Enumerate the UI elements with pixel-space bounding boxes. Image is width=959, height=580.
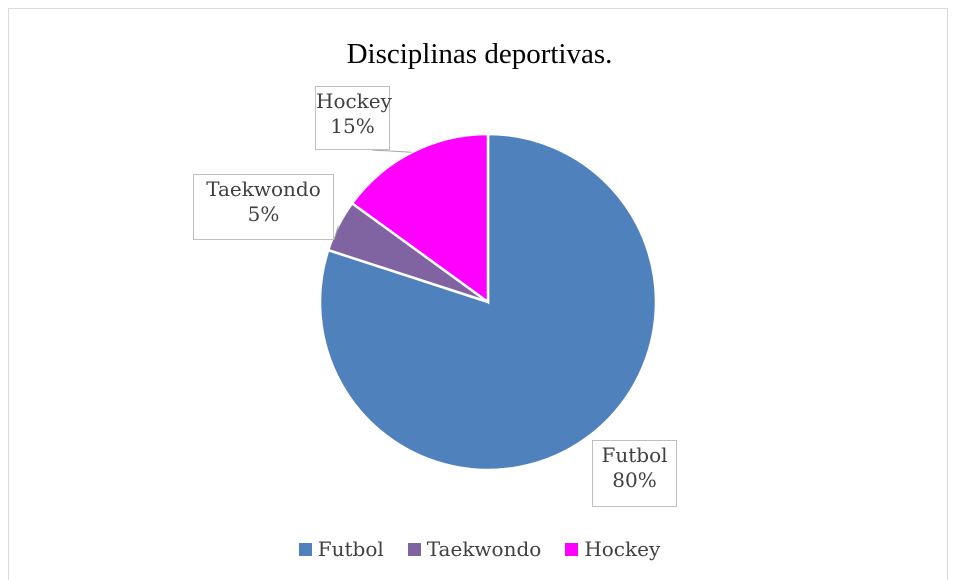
leader-line-hockey xyxy=(371,149,412,153)
legend-label-hockey: Hockey xyxy=(584,537,661,561)
data-label-hockey-value: 15% xyxy=(330,114,375,138)
legend-item-hockey[interactable]: Hockey xyxy=(565,537,660,561)
legend-label-taekwondo: Taekwondo xyxy=(426,537,542,561)
legend-swatch-hockey xyxy=(565,542,579,556)
pie-slice-hockey[interactable] xyxy=(350,132,490,305)
legend-item-futbol[interactable]: Futbol xyxy=(298,537,384,561)
legend-swatch-taekwondo xyxy=(407,542,421,556)
chart-title: Disciplinas deportivas. xyxy=(346,38,613,70)
pie-slice-futbol[interactable] xyxy=(318,132,658,472)
data-label-futbol: Futbol 80% xyxy=(592,440,677,507)
data-label-hockey-name: Hockey xyxy=(316,89,392,113)
legend-swatch-futbol xyxy=(298,542,312,556)
legend-label-futbol: Futbol xyxy=(317,537,384,561)
data-label-futbol-name: Futbol xyxy=(601,443,668,467)
data-label-taekwondo-value: 5% xyxy=(247,202,280,226)
legend-item-taekwondo[interactable]: Taekwondo xyxy=(407,537,542,561)
data-label-taekwondo: Taekwondo 5% xyxy=(193,174,334,240)
data-label-futbol-value: 80% xyxy=(612,468,657,492)
legend: Futbol Taekwondo Hockey xyxy=(0,537,959,561)
data-label-taekwondo-name: Taekwondo xyxy=(206,177,321,201)
data-label-hockey: Hockey 15% xyxy=(315,86,392,150)
leader-line-taekwondo xyxy=(333,225,339,241)
